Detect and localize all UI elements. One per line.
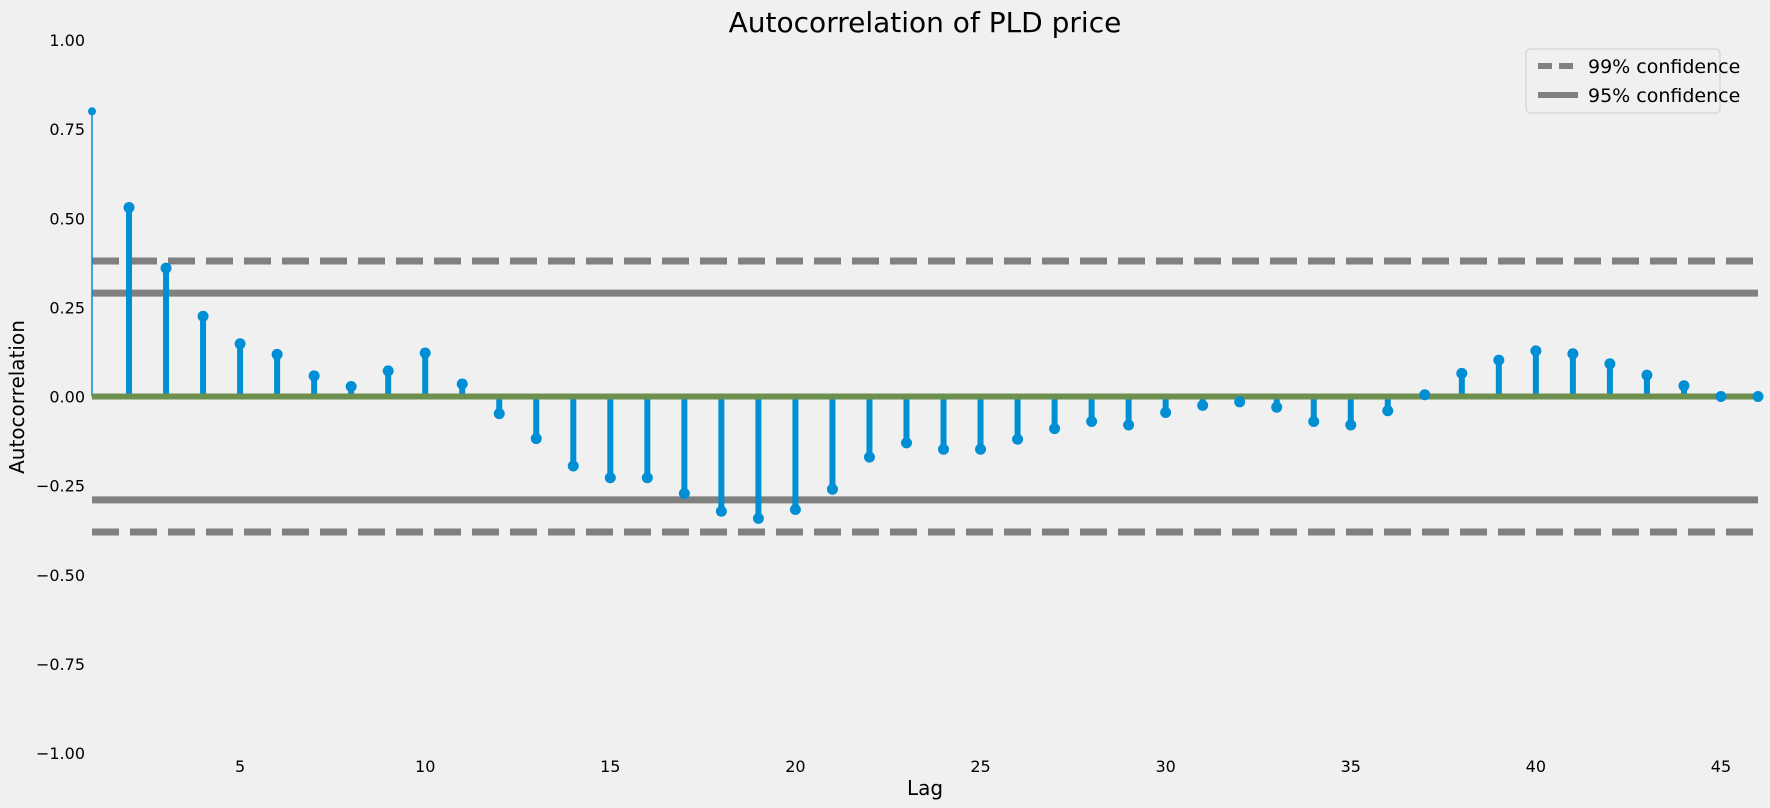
stem-marker	[863, 451, 875, 463]
stem-marker	[530, 433, 542, 445]
y-tick-label: −0.50	[36, 566, 85, 585]
legend-label-95: 95% confidence	[1588, 85, 1740, 107]
x-tick-label: 40	[1526, 757, 1546, 776]
stem-marker	[234, 338, 246, 350]
stem-marker	[1086, 415, 1098, 427]
y-tick-label: 0.25	[49, 298, 85, 317]
y-tick-label: −0.25	[36, 477, 85, 496]
x-tick-labels: 5 10 15 20 25 30 35 40 45	[235, 757, 1731, 776]
stem-marker	[88, 107, 96, 116]
stem-marker	[1271, 401, 1283, 413]
y-tick-label: 0.75	[49, 120, 85, 139]
stem-marker	[789, 504, 801, 516]
stem-marker	[567, 460, 579, 472]
y-tick-label: 0.50	[49, 209, 85, 228]
stem-marker	[826, 483, 838, 495]
stem-marker	[604, 472, 616, 484]
y-axis-label: Autocorrelation	[5, 320, 29, 474]
stem-marker	[123, 202, 135, 214]
x-tick-label: 35	[1341, 757, 1361, 776]
stem-marker	[1123, 419, 1135, 431]
stem-marker	[419, 347, 431, 359]
stem-marker	[271, 348, 283, 360]
stem-marker	[197, 310, 209, 322]
x-tick-label: 15	[600, 757, 620, 776]
stem-marker	[715, 505, 727, 517]
stem-marker	[1197, 399, 1209, 411]
stem-marker	[1678, 380, 1690, 392]
confidence-lines	[92, 257, 1758, 536]
x-axis-label: Lag	[907, 776, 943, 800]
stem-marker	[382, 365, 394, 377]
stem-marker	[1234, 396, 1246, 408]
stem-marker	[308, 370, 320, 382]
markers	[88, 107, 1764, 524]
stem-marker	[160, 262, 172, 274]
y-tick-label: 1.00	[49, 31, 85, 50]
stem-marker	[1308, 415, 1320, 427]
stem-marker	[641, 472, 653, 484]
x-tick-label: 10	[415, 757, 435, 776]
stem-marker	[1456, 367, 1468, 379]
stem-marker	[1715, 391, 1727, 402]
stem-marker	[345, 381, 357, 393]
stem-marker	[975, 443, 987, 455]
x-tick-label: 20	[785, 757, 805, 776]
stem-marker	[493, 408, 505, 420]
y-tick-label: −1.00	[36, 744, 85, 763]
stem-marker	[1604, 358, 1616, 370]
x-tick-label: 30	[1155, 757, 1175, 776]
stem-marker	[1382, 405, 1394, 417]
y-tick-label: 0.00	[49, 388, 85, 407]
y-tick-label: −0.75	[36, 655, 85, 674]
stem-marker	[1419, 389, 1431, 401]
stem-marker	[752, 512, 764, 524]
stems	[91, 111, 1687, 519]
legend: 99% confidence 95% confidence	[1525, 48, 1740, 114]
stem-marker	[938, 443, 950, 455]
stem-marker	[1049, 423, 1061, 435]
x-tick-label: 25	[970, 757, 990, 776]
stem-marker	[1012, 433, 1024, 445]
stem-marker	[1160, 407, 1172, 419]
stem-marker	[1752, 391, 1764, 402]
stem-marker	[456, 378, 468, 390]
stem-marker	[1641, 369, 1653, 381]
legend-label-99: 99% confidence	[1588, 56, 1740, 78]
stem-marker	[1530, 345, 1542, 357]
x-tick-label: 45	[1711, 757, 1731, 776]
chart-title: Autocorrelation of PLD price	[729, 6, 1122, 39]
y-tick-labels: −1.00 −0.75 −0.50 −0.25 0.00 0.25 0.50 0.75 1.00	[36, 31, 85, 763]
stem-marker	[900, 437, 912, 449]
stem-marker	[1567, 348, 1579, 360]
stem-marker	[678, 487, 690, 499]
stem-marker	[1493, 354, 1505, 366]
x-tick-label: 5	[235, 757, 245, 776]
stem-marker	[1345, 419, 1357, 431]
